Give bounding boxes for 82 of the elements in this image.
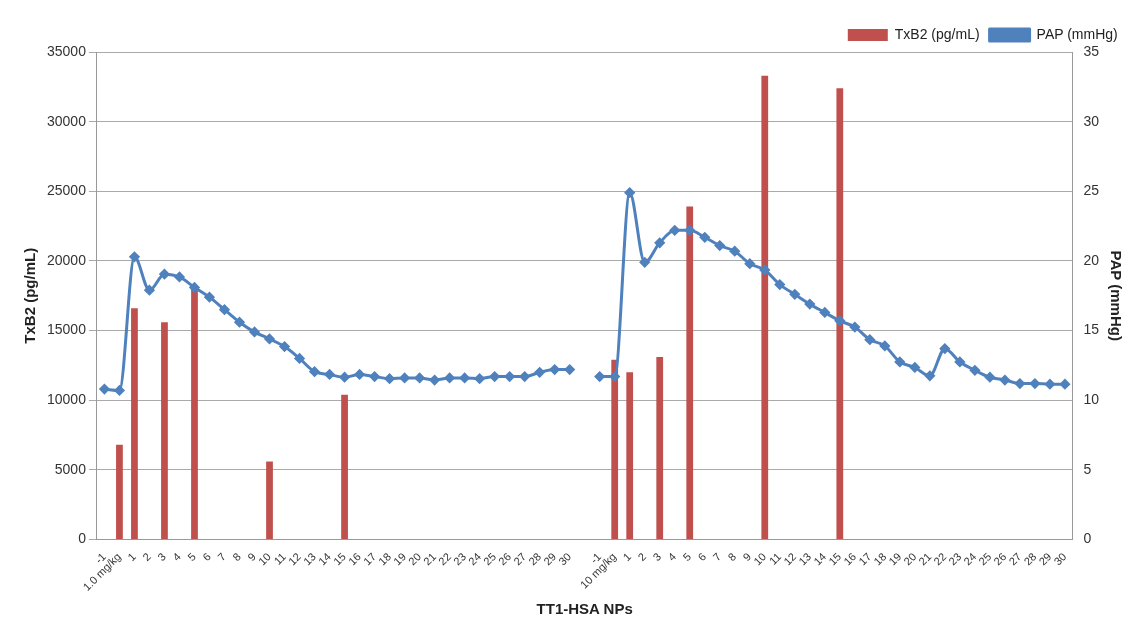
y-tick-label: 5000 [54, 460, 87, 477]
x-tick-label: 7 [215, 550, 229, 564]
x-tick-label: 10 [751, 550, 769, 568]
y-tick-label: 30000 [46, 112, 87, 129]
legend-label: PAP (mmHg) [1036, 25, 1118, 42]
x-tick-label: 27 [1006, 550, 1024, 568]
y2-tick-label: 0 [1083, 530, 1092, 547]
y2-axis-title: PAP (mmHg) [1107, 250, 1125, 341]
bar [611, 359, 619, 540]
x-tick-label: 6 [695, 550, 709, 564]
x-tick-label: 19 [886, 550, 904, 568]
bar [836, 88, 844, 540]
bar [626, 372, 634, 540]
bar [161, 322, 168, 540]
x-tick-label: 15 [826, 550, 844, 568]
y-tick-label: 0 [78, 530, 87, 547]
bar [266, 461, 273, 540]
x-tick-label: 21 [421, 550, 439, 568]
y-tick-label: 35000 [46, 42, 87, 59]
y2-tick-label: 30 [1083, 112, 1100, 129]
x-tick-label: 26 [991, 550, 1009, 568]
x-tick-label: 23 [946, 550, 964, 568]
x-tick-label: 9 [740, 550, 754, 564]
x-tick-label: 21 [916, 550, 934, 568]
x-tick-label: 16 [841, 550, 859, 568]
legend-label: TxB2 (pg/mL) [894, 25, 980, 42]
x-tick-label: 24 [961, 550, 979, 568]
x-tick-label: 1 [125, 550, 139, 564]
x-tick-label: 8 [230, 550, 244, 564]
x-tick-label: 2 [140, 550, 154, 564]
x-tick-label: 28 [1021, 550, 1039, 568]
y2-tick-label: 35 [1083, 42, 1100, 59]
x-tick-label: 8 [725, 550, 739, 564]
x-tick-label: 5 [680, 550, 694, 564]
x-tick-label: 19 [391, 550, 409, 568]
y-tick-label: 25000 [46, 182, 87, 199]
x-tick-label: 29 [1036, 550, 1054, 568]
x-tick-label: 13 [796, 550, 814, 568]
y-tick-label: 20000 [46, 251, 87, 268]
bar [131, 308, 138, 540]
x-tick-label: 22 [436, 550, 454, 568]
y2-tick-label: 10 [1083, 391, 1100, 408]
x-tick-label: 22 [931, 550, 949, 568]
y2-tick-label: 15 [1083, 321, 1100, 338]
y-axis-title: TxB2 (pg/mL) [21, 247, 39, 344]
x-tick-label: 1 [620, 550, 634, 564]
bar [761, 75, 769, 540]
x-axis-title: TT1-HSA NPs [536, 600, 633, 618]
x-tick-label: 29 [541, 550, 559, 568]
x-tick-label: 17 [856, 550, 874, 568]
x-tick-label: 3 [650, 550, 664, 564]
x-tick-label: 11 [766, 550, 784, 567]
x-tick-label: 5 [185, 550, 199, 564]
bar [341, 394, 348, 540]
x-tick-label: 30 [1051, 550, 1069, 568]
x-tick-label: 30 [556, 550, 574, 568]
y2-tick-label: 25 [1083, 182, 1100, 199]
x-tick-label: 2 [635, 550, 649, 564]
y2-tick-label: 5 [1083, 460, 1092, 477]
x-tick-label: 4 [665, 550, 679, 564]
x-tick-label: 7 [710, 550, 724, 564]
x-tick-label: 3 [155, 550, 169, 564]
x-tick-label: 23 [451, 550, 469, 568]
y-tick-label: 15000 [46, 321, 87, 338]
bar [116, 444, 123, 540]
x-tick-label: 18 [871, 550, 889, 568]
x-tick-label: 25 [481, 550, 499, 568]
bar [686, 206, 694, 540]
x-tick-label: 20 [901, 550, 919, 568]
x-tick-label: 4 [170, 550, 184, 564]
x-tick-label: 6 [200, 550, 214, 564]
y2-tick-label: 20 [1083, 251, 1100, 268]
bar [656, 357, 664, 540]
x-tick-label: 12 [781, 550, 799, 568]
x-tick-label: 25 [976, 550, 994, 568]
y-tick-label: 10000 [46, 391, 87, 408]
x-tick-label: 28 [526, 550, 544, 568]
x-tick-label: 27 [511, 550, 529, 568]
x-tick-label: 24 [466, 550, 484, 568]
x-tick-label: 26 [496, 550, 514, 568]
x-tick-label: 20 [406, 550, 424, 568]
x-tick-label: 14 [811, 550, 829, 568]
